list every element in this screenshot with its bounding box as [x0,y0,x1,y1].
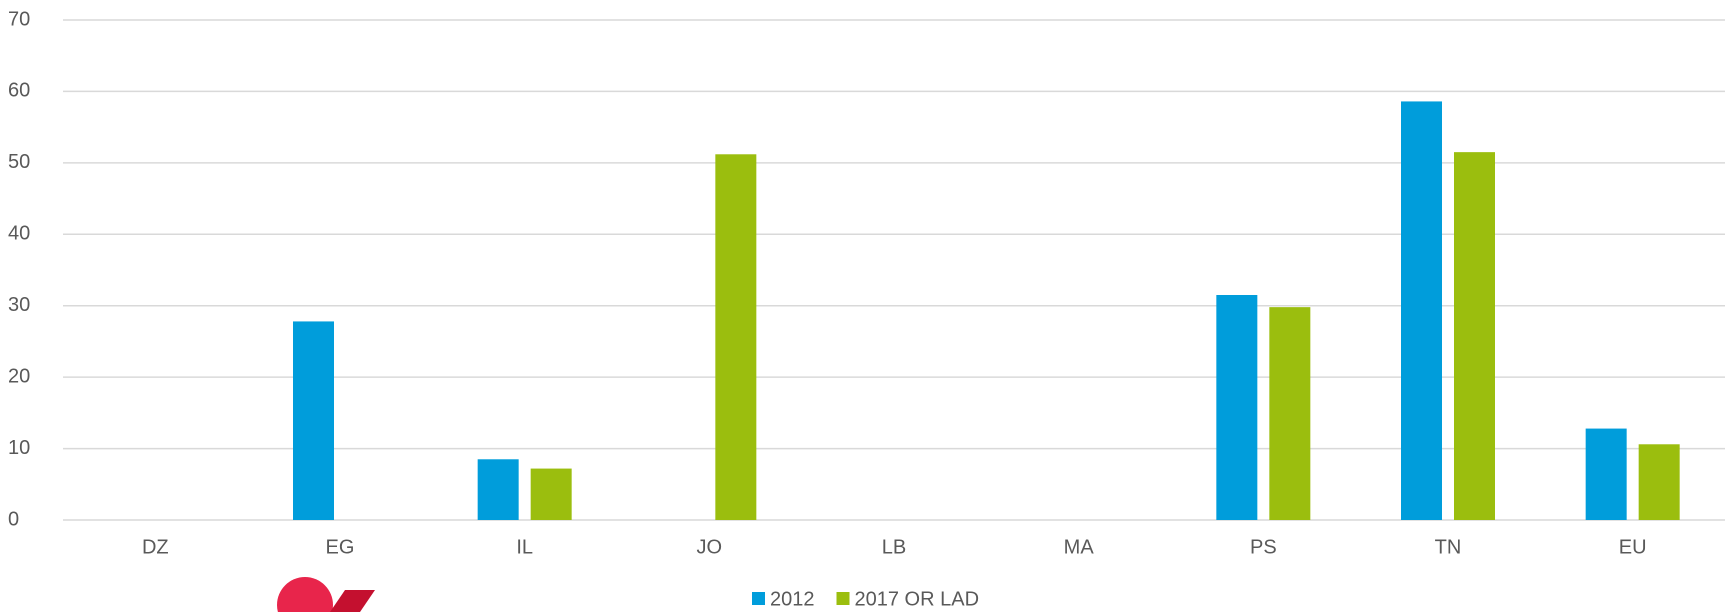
legend-label: 2012 [770,588,815,610]
y-tick-label: 70 [8,8,30,30]
legend-swatch [836,592,850,605]
x-tick-label: DZ [142,536,169,558]
x-tick-label: EU [1619,536,1647,558]
y-tick-label: 50 [8,151,30,173]
y-tick-label: 10 [8,437,30,459]
y-tick-label: 30 [8,294,30,316]
y-tick-label: 40 [8,223,30,245]
x-tick-label: EG [326,536,355,558]
legend-swatch [752,592,765,605]
x-tick-label: IL [516,536,533,558]
x-tick-label: MA [1064,536,1095,558]
x-tick-label: LB [882,536,906,558]
bar [1216,295,1258,520]
bar [1454,152,1495,520]
logo [277,577,375,612]
bar [530,468,572,520]
bar [715,154,757,521]
y-tick-label: 0 [8,508,19,530]
y-tick-label: 60 [8,80,30,102]
bar [1269,307,1311,520]
bar [1585,428,1627,520]
bar [293,321,334,520]
bar [1638,444,1680,520]
legend-label: 2017 OR LAD [855,588,980,610]
bar [477,459,519,520]
x-tick-label: TN [1435,536,1462,558]
x-tick-label: JO [697,536,723,558]
bar [1401,101,1442,520]
x-tick-label: PS [1250,536,1277,558]
y-tick-label: 20 [8,365,30,387]
